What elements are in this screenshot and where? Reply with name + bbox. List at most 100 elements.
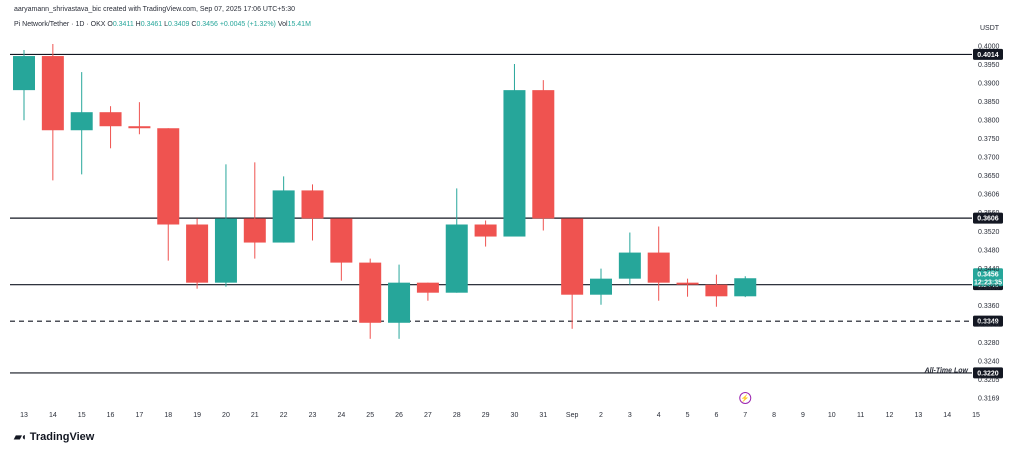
candle-body xyxy=(416,282,439,293)
candle[interactable] xyxy=(99,106,122,149)
volume-label: Vol xyxy=(277,21,288,28)
candle[interactable] xyxy=(301,184,324,241)
time-tick-label: 14 xyxy=(49,412,57,419)
candle[interactable] xyxy=(590,268,612,305)
candle[interactable] xyxy=(388,264,411,339)
time-tick-label: 29 xyxy=(482,412,490,419)
time-tick-label: 22 xyxy=(280,412,288,419)
candle[interactable] xyxy=(13,50,35,121)
price-tick-label: 0.3320 xyxy=(978,321,1000,328)
price-tick-label: 0.3750 xyxy=(978,136,1000,143)
time-tick-label: 4 xyxy=(657,412,661,419)
time-tick-label: 15 xyxy=(972,412,980,419)
candle[interactable] xyxy=(157,128,180,261)
candle[interactable] xyxy=(647,226,670,301)
high-value: 0.3461 xyxy=(140,21,163,28)
candle-body xyxy=(41,56,64,131)
price-tick-label: 0.3480 xyxy=(978,247,1000,254)
time-tick-label: 6 xyxy=(714,412,718,419)
candle[interactable] xyxy=(359,258,382,339)
candle[interactable] xyxy=(705,274,728,307)
candle[interactable] xyxy=(532,80,555,231)
candle[interactable] xyxy=(70,72,93,175)
price-tick-label: 0.3205 xyxy=(978,377,1000,384)
candle[interactable] xyxy=(618,232,641,285)
time-tick-label: 12 xyxy=(886,412,894,419)
candle-body xyxy=(70,112,93,131)
close-label: C xyxy=(191,21,197,28)
last-price-box xyxy=(973,268,1003,287)
price-tick-label: 0.3700 xyxy=(978,155,1000,162)
time-tick-label: 26 xyxy=(395,412,403,419)
chart-attribution: aaryamann_shrivastava_bic created with T… xyxy=(14,6,296,13)
open-value: 0.3411 xyxy=(112,21,134,28)
candle[interactable] xyxy=(272,176,295,243)
price-tick-label: 0.3900 xyxy=(978,81,1000,88)
candle[interactable] xyxy=(41,44,64,181)
price-tick-label: 0.3280 xyxy=(978,340,1000,347)
symbol-name[interactable]: Pi Network/Tether · 1D · OKX xyxy=(14,21,106,28)
candle[interactable] xyxy=(561,218,584,329)
price-level-label: 0.3349 xyxy=(977,319,999,326)
candle-body xyxy=(561,218,584,295)
candle-body xyxy=(445,224,468,293)
time-tick-label: 2 xyxy=(599,412,603,419)
candle-body xyxy=(388,282,411,323)
tradingview-brand[interactable]: ▰◖ TradingView xyxy=(14,431,94,443)
low-value: 0.3409 xyxy=(168,21,190,28)
price-tick-label: 0.3360 xyxy=(978,303,1000,310)
event-marker-icon[interactable] xyxy=(739,392,752,404)
candle-body xyxy=(734,278,757,297)
price-level-label: 0.4014 xyxy=(977,52,999,59)
candle[interactable] xyxy=(243,162,266,259)
candle-body xyxy=(474,224,497,237)
candle[interactable] xyxy=(503,64,526,237)
price-tick-label: 0.3440 xyxy=(978,266,1000,273)
candle-body xyxy=(705,284,728,297)
time-tick-label: 19 xyxy=(193,412,201,419)
candle-body xyxy=(676,282,699,285)
time-tick-label: 21 xyxy=(251,412,259,419)
price-tick-label: 0.3800 xyxy=(978,118,1000,125)
candle[interactable] xyxy=(214,164,237,287)
time-tick-label: 8 xyxy=(772,412,776,419)
price-tick-label: 0.3606 xyxy=(978,192,1000,199)
candle[interactable] xyxy=(416,282,439,301)
time-tick-label: 14 xyxy=(943,412,951,419)
time-tick-label: 30 xyxy=(511,412,519,419)
currency-label: USDT xyxy=(980,25,1000,32)
time-tick-label: 17 xyxy=(136,412,144,419)
candle-body xyxy=(618,252,641,279)
time-tick-label: 18 xyxy=(164,412,172,419)
candle-body xyxy=(99,112,122,127)
candle[interactable] xyxy=(474,220,497,247)
candle-body xyxy=(13,56,35,91)
price-tick-label: 0.3240 xyxy=(978,358,1000,365)
time-tick-label: 9 xyxy=(801,412,805,419)
time-tick-label: 5 xyxy=(686,412,690,419)
price-tick-label: 0.3400 xyxy=(978,284,1000,291)
price-tick-label: 0.3950 xyxy=(978,62,1000,69)
candle-body xyxy=(330,218,353,263)
time-tick-label: Sep xyxy=(566,412,579,419)
price-level-box xyxy=(973,315,1003,327)
candle[interactable] xyxy=(676,278,699,297)
candle[interactable] xyxy=(734,276,757,298)
candle-body xyxy=(128,126,151,129)
candle[interactable] xyxy=(186,218,209,289)
tradingview-logo-icon: ▰◖ xyxy=(14,431,27,443)
candle-body xyxy=(359,262,382,323)
close-value: 0.3456 xyxy=(196,21,218,28)
candle[interactable] xyxy=(330,218,353,281)
change-value: +0.0045 (+1.32%) xyxy=(219,21,276,28)
all-time-low-annotation: All-Time Low xyxy=(924,367,969,374)
price-tick-label: 0.3560 xyxy=(978,210,1000,217)
candle-body xyxy=(243,218,266,243)
price-level-label: 0.3220 xyxy=(977,370,999,377)
candle[interactable] xyxy=(445,188,468,293)
price-tick-label: 0.3650 xyxy=(978,173,1000,180)
candle[interactable] xyxy=(128,102,151,135)
price-level-box xyxy=(973,367,1003,379)
candle-body xyxy=(647,252,670,283)
